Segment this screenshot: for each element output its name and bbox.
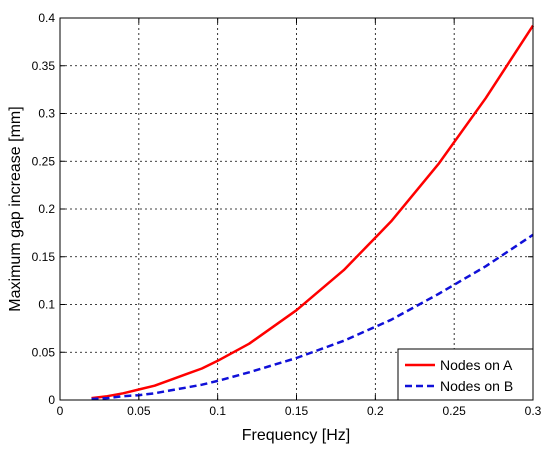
y-tick-label: 0.1: [38, 298, 55, 312]
x-tick-label: 0.15: [285, 404, 309, 418]
x-tick-label: 0: [57, 404, 64, 418]
y-tick-labels: 0 0.05 0.1 0.15 0.2 0.25 0.3 0.35 0.4: [32, 11, 56, 407]
y-tick-label: 0.25: [32, 154, 56, 168]
x-axis-label: Frequency [Hz]: [242, 427, 350, 444]
y-tick-label: 0.35: [32, 59, 56, 73]
series-layer: [91, 24, 535, 401]
x-tick-label: 0.05: [127, 404, 151, 418]
y-tick-label: 0.3: [38, 107, 55, 121]
legend-box: [397, 348, 534, 401]
y-tick-label: 0.15: [32, 250, 56, 264]
x-tick-label: 0.25: [442, 404, 466, 418]
y-tick-label: 0.05: [32, 345, 56, 359]
x-tick-labels: 0 0.05 0.1 0.15 0.2 0.25 0.3: [57, 404, 542, 418]
y-axis-label: Maximum gap increase [mm]: [7, 106, 24, 311]
y-tick-label: 0.2: [38, 202, 55, 216]
y-tick-label: 0: [48, 393, 55, 407]
x-tick-label: 0.3: [525, 404, 542, 418]
series-line-nodes-on-a: [91, 24, 535, 400]
legend-label-nodes-on-a: Nodes on A: [440, 357, 513, 373]
x-tick-label: 0.2: [367, 404, 384, 418]
legend: Nodes on A Nodes on B: [397, 348, 534, 401]
y-tick-label: 0.4: [38, 11, 55, 25]
series-line-nodes-on-b: [91, 233, 534, 401]
legend-label-nodes-on-b: Nodes on B: [440, 378, 513, 394]
x-tick-label: 0.1: [209, 404, 226, 418]
grid-lines: [60, 18, 533, 400]
